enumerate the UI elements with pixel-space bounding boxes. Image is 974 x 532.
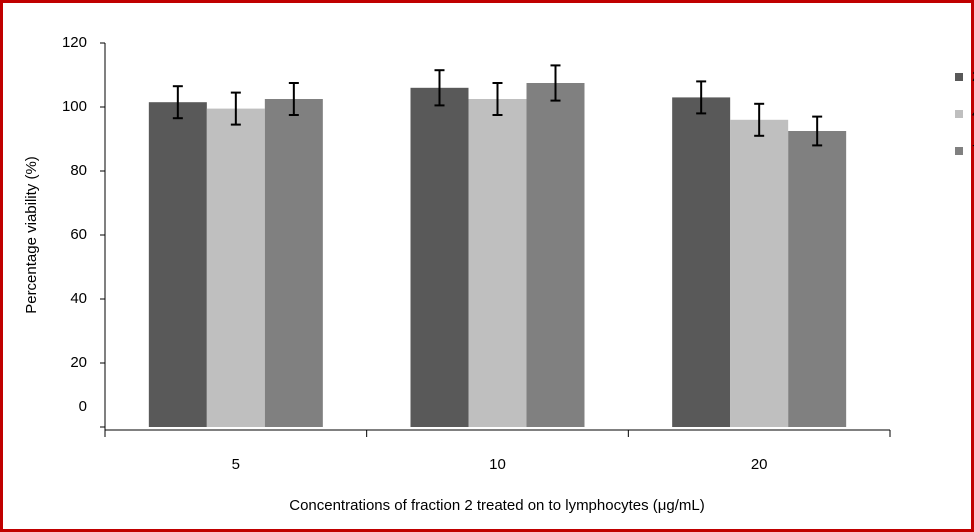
- x-tick-label: 10: [489, 456, 506, 473]
- bar: [468, 99, 527, 427]
- y-tick-label: 0: [79, 398, 87, 415]
- bar: [730, 119, 789, 428]
- legend-label: 48 hours: [972, 105, 974, 122]
- legend-swatch: [955, 73, 963, 81]
- bar: [526, 83, 585, 427]
- legend-swatch: [955, 147, 963, 155]
- y-axis-title: Percentage viability (%): [23, 156, 40, 314]
- x-axis-title: Concentrations of fraction 2 treated on …: [289, 497, 705, 514]
- error-bar: [754, 102, 765, 137]
- bar: [410, 87, 469, 428]
- bar: [148, 102, 207, 427]
- error-bar: [434, 69, 445, 107]
- error-bar: [230, 91, 241, 126]
- y-tick-label: 40: [70, 290, 87, 307]
- legend-label: 72 hours: [972, 142, 974, 159]
- legend-label: 24 hours: [972, 68, 974, 85]
- legend-swatch: [955, 110, 963, 118]
- error-bar: [696, 80, 707, 115]
- x-tick-label: 20: [751, 456, 768, 473]
- error-bar: [492, 82, 503, 116]
- y-tick-label: 60: [70, 226, 87, 243]
- bar: [672, 97, 731, 428]
- error-bar: [172, 85, 183, 120]
- error-bar: [288, 82, 299, 116]
- y-tick-label: 20: [70, 354, 87, 371]
- bar: [264, 99, 323, 427]
- bar: [788, 131, 847, 427]
- x-tick-label: 5: [232, 456, 240, 473]
- y-tick-label: 120: [62, 34, 87, 51]
- error-bar: [812, 115, 823, 147]
- error-bar: [550, 64, 561, 102]
- bar: [206, 108, 265, 427]
- y-tick-label: 80: [70, 162, 87, 179]
- y-tick-label: 100: [62, 98, 87, 115]
